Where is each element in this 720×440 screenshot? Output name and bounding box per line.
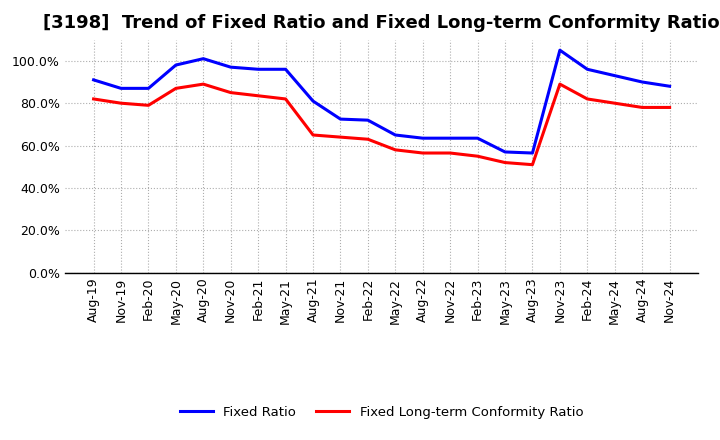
Legend: Fixed Ratio, Fixed Long-term Conformity Ratio: Fixed Ratio, Fixed Long-term Conformity … (175, 401, 588, 424)
Fixed Ratio (226, 65, 235, 70)
Fixed Ratio (364, 117, 372, 123)
Fixed Long-term Conformity Ratio (254, 93, 263, 99)
Fixed Ratio (117, 86, 125, 91)
Fixed Long-term Conformity Ratio (611, 101, 619, 106)
Fixed Long-term Conformity Ratio (171, 86, 180, 91)
Fixed Long-term Conformity Ratio (89, 96, 98, 102)
Fixed Ratio (556, 48, 564, 53)
Fixed Ratio (638, 79, 647, 84)
Fixed Long-term Conformity Ratio (418, 150, 427, 156)
Fixed Ratio (336, 117, 345, 122)
Fixed Ratio (473, 136, 482, 141)
Fixed Long-term Conformity Ratio (364, 136, 372, 142)
Fixed Ratio (89, 77, 98, 83)
Fixed Long-term Conformity Ratio (391, 147, 400, 153)
Fixed Long-term Conformity Ratio (473, 154, 482, 159)
Fixed Ratio (665, 84, 674, 89)
Fixed Long-term Conformity Ratio (556, 81, 564, 87)
Fixed Ratio (528, 150, 537, 156)
Fixed Long-term Conformity Ratio (500, 160, 509, 165)
Fixed Long-term Conformity Ratio (199, 81, 207, 87)
Fixed Ratio (309, 99, 318, 104)
Fixed Long-term Conformity Ratio (638, 105, 647, 110)
Fixed Long-term Conformity Ratio (117, 101, 125, 106)
Fixed Long-term Conformity Ratio (583, 96, 592, 102)
Fixed Ratio (611, 73, 619, 78)
Fixed Long-term Conformity Ratio (336, 135, 345, 140)
Fixed Long-term Conformity Ratio (528, 162, 537, 167)
Line: Fixed Ratio: Fixed Ratio (94, 50, 670, 153)
Fixed Long-term Conformity Ratio (309, 132, 318, 138)
Fixed Ratio (171, 62, 180, 68)
Fixed Long-term Conformity Ratio (282, 96, 290, 102)
Fixed Ratio (391, 132, 400, 138)
Fixed Long-term Conformity Ratio (665, 105, 674, 110)
Fixed Ratio (199, 56, 207, 61)
Title: [3198]  Trend of Fixed Ratio and Fixed Long-term Conformity Ratio: [3198] Trend of Fixed Ratio and Fixed Lo… (43, 15, 720, 33)
Fixed Ratio (446, 136, 454, 141)
Fixed Ratio (254, 66, 263, 72)
Fixed Ratio (144, 86, 153, 91)
Line: Fixed Long-term Conformity Ratio: Fixed Long-term Conformity Ratio (94, 84, 670, 165)
Fixed Long-term Conformity Ratio (144, 103, 153, 108)
Fixed Ratio (418, 136, 427, 141)
Fixed Long-term Conformity Ratio (446, 150, 454, 156)
Fixed Ratio (500, 149, 509, 154)
Fixed Ratio (282, 66, 290, 72)
Fixed Ratio (583, 66, 592, 72)
Fixed Long-term Conformity Ratio (226, 90, 235, 95)
